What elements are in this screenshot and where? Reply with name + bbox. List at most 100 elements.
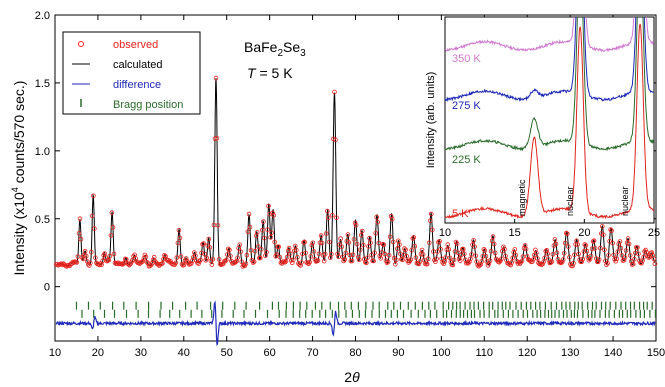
- observed-point: [364, 260, 369, 266]
- observed-point: [480, 254, 486, 259]
- observed-point: [561, 251, 567, 256]
- observed-point: [622, 255, 628, 260]
- observed-point: [451, 257, 457, 263]
- observed-point: [381, 242, 387, 248]
- observed-point: [189, 261, 194, 266]
- observed-point: [317, 240, 323, 246]
- observed-point: [441, 261, 447, 267]
- observed-point: [542, 255, 547, 261]
- observed-point: [326, 239, 332, 245]
- observed-point: [572, 252, 577, 258]
- observed-point: [611, 252, 616, 258]
- observed-point: [397, 242, 402, 247]
- observed-point: [589, 246, 595, 252]
- observed-point: [540, 261, 545, 267]
- observed-point: [213, 75, 219, 81]
- observed-point: [321, 258, 327, 264]
- inset-axes: 10 15 20 25: [439, 219, 660, 239]
- observed-point: [107, 253, 113, 259]
- observed-point: [608, 227, 613, 232]
- observed-point: [162, 253, 167, 258]
- x-tick-label: 150: [647, 347, 665, 359]
- legend-observed-marker: [78, 41, 84, 47]
- observed-point: [330, 212, 335, 218]
- observed-point: [259, 227, 265, 233]
- observed-point: [102, 251, 107, 256]
- observed-point: [207, 245, 213, 250]
- observed-point: [433, 259, 438, 265]
- observed-point: [292, 243, 298, 249]
- observed-point: [590, 239, 596, 244]
- observed-point: [351, 237, 357, 242]
- observed-point: [266, 203, 271, 209]
- observed-point: [342, 257, 348, 262]
- inset-label-5k: 5 K: [452, 208, 469, 220]
- observed-point: [371, 258, 376, 264]
- compound-formula: BaFe2Se3: [244, 39, 306, 59]
- observed-point: [111, 251, 117, 257]
- observed-point: [596, 257, 602, 262]
- observed-point: [335, 251, 340, 257]
- observed-point: [318, 233, 324, 238]
- observed-point: [510, 255, 516, 261]
- observed-point: [493, 256, 499, 262]
- observed-point: [59, 261, 64, 267]
- observed-point: [175, 240, 181, 246]
- observed-point: [597, 245, 603, 251]
- observed-point: [319, 240, 325, 246]
- observed-point: [144, 259, 150, 265]
- observed-point: [257, 255, 263, 261]
- observed-point: [151, 254, 157, 260]
- observed-point: [224, 257, 229, 263]
- observed-point: [300, 251, 305, 257]
- observed-point: [93, 255, 98, 261]
- observed-point: [200, 242, 205, 247]
- observed-point: [74, 260, 80, 265]
- observed-point: [404, 253, 409, 259]
- observed-point: [258, 247, 264, 252]
- observed-point: [193, 253, 198, 259]
- inset-x-tick-label: 25: [648, 227, 660, 239]
- inset-peak-label-magnetic: magnetic: [517, 179, 527, 216]
- observed-point: [246, 211, 252, 217]
- observed-point: [106, 257, 112, 263]
- observed-point: [538, 261, 543, 267]
- observed-point: [424, 261, 430, 267]
- observed-point: [558, 260, 564, 266]
- observed-point: [583, 243, 589, 248]
- observed-point: [310, 240, 316, 246]
- observed-point: [303, 250, 308, 256]
- inset-peak-label-nuclear-1: nuclear: [565, 186, 575, 216]
- observed-point: [76, 231, 82, 236]
- observed-point: [349, 258, 355, 264]
- inset-series-line: [445, 17, 654, 103]
- observed-point: [377, 253, 383, 259]
- observed-point: [235, 255, 240, 261]
- observed-point: [411, 235, 417, 240]
- observed-point: [461, 251, 467, 257]
- observed-point: [109, 210, 115, 216]
- observed-point: [250, 260, 256, 265]
- observed-point: [375, 219, 381, 225]
- observed-point: [643, 247, 648, 253]
- observed-point: [460, 246, 466, 252]
- observed-point: [502, 246, 507, 252]
- observed-point: [311, 249, 317, 254]
- observed-point: [635, 245, 640, 250]
- observed-point: [457, 258, 463, 263]
- observed-point: [298, 263, 303, 268]
- observed-point: [77, 216, 83, 222]
- observed-point: [176, 228, 182, 233]
- observed-point: [83, 253, 89, 259]
- observed-point: [385, 259, 391, 265]
- observed-point: [243, 261, 249, 267]
- difference-series-line: [55, 300, 656, 347]
- inset-x-tick-label: 20: [578, 227, 590, 239]
- observed-point: [204, 255, 210, 261]
- observed-point: [469, 252, 474, 257]
- observed-point: [365, 255, 370, 261]
- observed-point: [274, 252, 280, 257]
- inset-label-225k: 225 K: [452, 154, 481, 166]
- observed-point: [618, 245, 624, 251]
